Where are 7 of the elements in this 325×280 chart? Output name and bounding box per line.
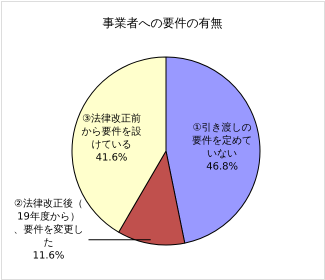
data-label: 41.6% [96,152,128,164]
data-label: 46.8% [206,161,238,172]
slice-label: ①引き渡しの要件を定めていない [192,121,252,160]
slice-label: ③法律改正前から要件を設けている [82,112,142,150]
data-label: 11.6% [32,250,64,262]
slice-label: ②法律改正後（19年度から）、要件を変更した [14,198,84,249]
chart-title: 事業者への要件の有無 [102,16,222,30]
